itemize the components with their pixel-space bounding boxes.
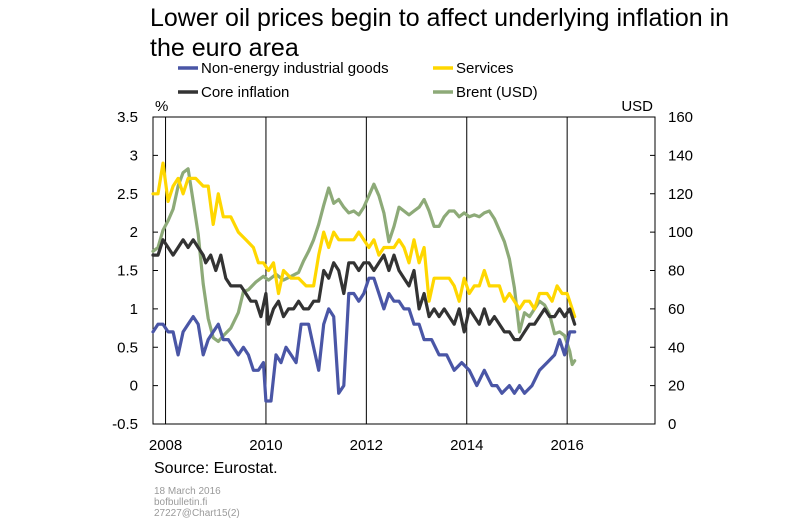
legend-label: Services (456, 60, 514, 77)
legend-label: Brent (USD) (456, 84, 538, 101)
right-axis-tick-label: 60 (668, 301, 685, 318)
legend-label: Core inflation (201, 84, 289, 101)
source-note: Source: Eurostat. (154, 460, 278, 477)
left-axis-unit: % (155, 98, 168, 115)
right-axis-unit: USD (621, 98, 653, 115)
right-axis-tick-label: 20 (668, 378, 685, 395)
left-axis-tick-label: -0.5 (112, 416, 138, 433)
right-axis-tick-label: 120 (668, 186, 693, 203)
chart-id: 27227@Chart15(2) (154, 508, 240, 519)
series-line-non-energy-industrial-goods (151, 276, 577, 403)
series-line-brent-usd (151, 167, 577, 367)
chart-title-line-2: the euro area (150, 34, 299, 62)
x-tick-label: 2016 (550, 437, 583, 454)
left-axis-tick-label: 3 (130, 147, 138, 164)
left-axis-tick-label: 1.5 (117, 263, 138, 280)
left-axis-tick-label: 3.5 (117, 109, 138, 126)
right-axis-tick-label: 40 (668, 339, 685, 356)
left-axis-tick-label: 2.5 (117, 186, 138, 203)
right-axis-tick-label: 80 (668, 263, 685, 280)
series-line-core-inflation (151, 238, 577, 342)
left-axis-tick-label: 0.5 (117, 339, 138, 356)
legend-label: Non-energy industrial goods (201, 60, 389, 77)
right-axis-tick-label: 160 (668, 109, 693, 126)
x-tick-label: 2014 (450, 437, 483, 454)
plot-frame (152, 116, 656, 425)
right-axis-tick-label: 100 (668, 224, 693, 241)
publish-date: 18 March 2016 (154, 486, 221, 497)
site-name: bofbulletin.fi (154, 497, 208, 508)
chart-title-line-1: Lower oil prices begin to affect underly… (150, 4, 730, 32)
left-axis-tick-label: 2 (130, 224, 138, 241)
left-axis-tick-label: 0 (130, 378, 138, 395)
right-axis-tick-label: 140 (668, 147, 693, 164)
x-tick-label: 2010 (249, 437, 282, 454)
left-axis-tick-label: 1 (130, 301, 138, 318)
right-axis-tick-label: 0 (668, 416, 676, 433)
x-tick-label: 2008 (149, 437, 182, 454)
series-line-services (151, 161, 577, 319)
x-tick-label: 2012 (350, 437, 383, 454)
